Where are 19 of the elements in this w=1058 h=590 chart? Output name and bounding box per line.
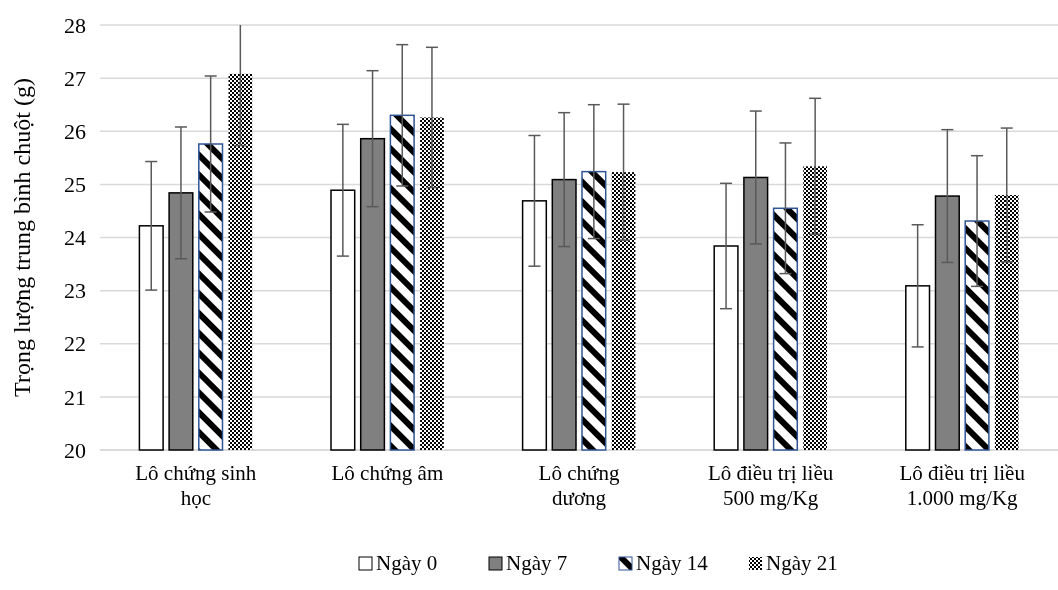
y-tick-label: 24 [64,225,86,251]
y-tick-label: 26 [64,118,86,144]
legend-label: Ngày 21 [766,551,838,575]
y-tick-label: 22 [64,331,86,357]
y-tick-label: 25 [64,172,86,198]
y-tick-label: 20 [64,437,86,463]
y-tick-label: 28 [64,12,86,38]
x-tick-label: Lô điều trị liều 500 mg/Kg [707,461,834,510]
y-tick-label: 27 [64,65,86,91]
legend-label: Ngày 7 [506,551,568,575]
x-tick-label: Lô chứng âm [331,461,444,485]
x-tick-label: Lô chứng dương [538,461,620,510]
legend-label: Ngày 14 [636,551,709,575]
x-tick-label: Lô điều trị liều 1.000 mg/Kg [899,461,1026,510]
x-tick-label: Lô chứng sinh học [135,461,257,510]
y-tick-label: 23 [64,278,86,304]
y-tick-label: 21 [64,384,86,410]
legend-label: Ngày 0 [376,551,438,575]
y-axis-title: Trọng lượng trung bình chuột (g) [9,78,35,397]
